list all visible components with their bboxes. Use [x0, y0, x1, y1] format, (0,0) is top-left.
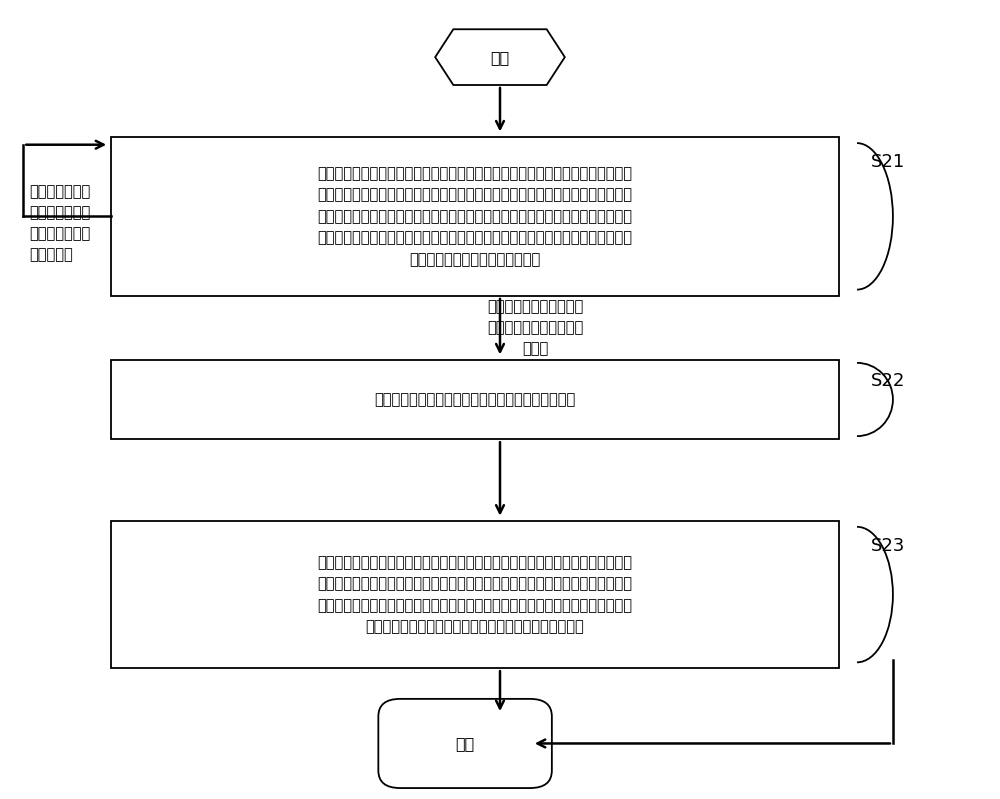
Text: S21: S21: [871, 153, 905, 171]
Text: 重新监测的结果
为待控制配电网
中负荷端的无功
不满足要求: 重新监测的结果 为待控制配电网 中负荷端的无功 不满足要求: [29, 185, 91, 263]
Text: S23: S23: [871, 537, 905, 555]
Bar: [111, 137, 839, 296]
Text: S22: S22: [871, 372, 905, 390]
Text: 控制待控制配电网中台区级范围中的第二级无功补偿设备进行投切操作，并在待控
制配电网中台区级范围中的第二级无功补偿设备进行投切操作之后，重新监测待控
制配电网中负: 控制待控制配电网中台区级范围中的第二级无功补偿设备进行投切操作，并在待控 制配电…: [318, 555, 633, 634]
Bar: [111, 360, 839, 439]
Text: 低电压监测预警平台中的集中控制器基于电压质量治理辅助决策指令和待控制配电
网中台区级范围的运行电压数据，在监测到待控制配电网中负荷端的电压和无功均
越限时，控制: 低电压监测预警平台中的集中控制器基于电压质量治理辅助决策指令和待控制配电 网中台…: [318, 165, 633, 267]
Bar: [111, 521, 839, 668]
Text: 控制待控制配电网中的台区级设备进行电压调节动作: 控制待控制配电网中的台区级设备进行电压调节动作: [374, 392, 576, 407]
Text: 结束: 结束: [455, 736, 475, 751]
Polygon shape: [435, 30, 565, 85]
Text: 开始: 开始: [490, 50, 510, 65]
FancyBboxPatch shape: [378, 699, 552, 788]
Text: 重新监测的结果为待控制
配电网中负荷端的无功满
足要求: 重新监测的结果为待控制 配电网中负荷端的无功满 足要求: [487, 300, 583, 356]
